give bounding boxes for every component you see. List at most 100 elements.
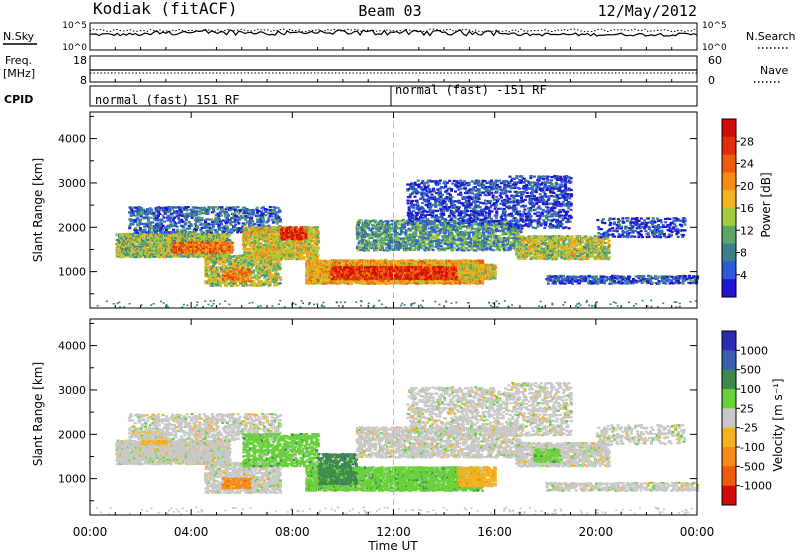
heatmap-cell — [127, 255, 131, 258]
heatmap-cell — [189, 241, 193, 244]
heatmap-cell — [179, 253, 183, 256]
heatmap-cell — [213, 228, 217, 232]
heatmap-cell — [187, 224, 191, 228]
heatmap-cell — [190, 224, 194, 227]
heatmap-cell — [244, 280, 248, 283]
heatmap-cell — [214, 218, 218, 221]
heatmap-cell — [226, 249, 229, 252]
heatmap-cell — [191, 206, 195, 209]
heatmap-cell — [164, 229, 168, 232]
heatmap-cell — [152, 212, 156, 215]
heatmap-cell — [160, 227, 164, 230]
heatmap-cell — [211, 206, 215, 210]
heatmap-cell — [277, 265, 281, 268]
heatmap-cell — [221, 229, 225, 232]
heatmap-cell — [202, 237, 206, 240]
heatmap-cell — [172, 228, 175, 231]
noise-panel-frame — [89, 22, 698, 51]
heatmap-cell — [278, 267, 282, 270]
heatmap-cell — [237, 222, 241, 225]
heatmap-cell — [127, 237, 131, 240]
heatmap-cell — [157, 252, 161, 255]
heatmap-cell — [147, 229, 151, 232]
heatmap-cell — [145, 208, 149, 211]
heatmap-cell — [134, 249, 138, 252]
heatmap-cell — [137, 224, 141, 227]
heatmap-cell — [141, 235, 145, 238]
heatmap-cell — [177, 214, 181, 217]
heatmap-cell — [175, 225, 179, 228]
heatmap-cell — [194, 214, 198, 217]
heatmap-cell — [232, 227, 236, 230]
heatmap-cell — [170, 206, 174, 209]
heatmap-cell — [252, 280, 256, 283]
heatmap-cell — [225, 220, 229, 223]
heatmap-cell — [169, 220, 173, 223]
heatmap-cell — [310, 274, 314, 277]
heatmap-cell — [150, 208, 153, 211]
heatmap-cell — [156, 226, 160, 229]
heatmap-cell — [157, 225, 161, 228]
heatmap-cell — [207, 225, 211, 228]
heatmap-cell — [144, 252, 148, 256]
heatmap-cell — [192, 210, 196, 213]
heatmap-cell — [171, 218, 175, 221]
heatmap-cell — [248, 280, 252, 283]
heatmap-cell — [130, 220, 134, 223]
heatmap-cell — [217, 218, 221, 221]
heatmap-cell — [233, 225, 237, 228]
heatmap-cell — [149, 221, 153, 224]
heatmap-cell — [154, 223, 158, 226]
heatmap-cell — [138, 232, 142, 235]
heatmap-cell — [184, 206, 188, 209]
heatmap-cell — [229, 206, 233, 210]
heatmap-cell — [392, 259, 396, 262]
heatmap-cell — [168, 218, 172, 221]
heatmap-cell — [233, 220, 237, 224]
heatmap-cell — [159, 229, 163, 232]
heatmap-cell — [151, 211, 155, 214]
heatmap-cell — [160, 219, 164, 222]
heatmap-cell — [278, 276, 282, 279]
heatmap-cell — [248, 274, 252, 277]
heatmap-cell — [138, 221, 142, 224]
heatmap-cell — [316, 236, 320, 239]
heatmap-cell — [151, 226, 155, 229]
freq-panel-frame — [89, 55, 698, 83]
heatmap-cell — [207, 222, 211, 225]
heatmap-cell — [209, 251, 212, 254]
heatmap-cell — [173, 239, 177, 242]
heatmap-cell — [182, 220, 185, 224]
heatmap-cell — [197, 238, 201, 241]
cpid-label: CPID — [4, 93, 33, 106]
heatmap-cell — [158, 256, 162, 259]
heatmap-cell — [202, 243, 206, 246]
heatmap-cell — [252, 210, 256, 213]
heatmap-cell — [158, 209, 162, 212]
heatmap-cell — [216, 212, 220, 215]
heatmap-cell — [161, 209, 165, 212]
heatmap-cell — [204, 220, 208, 224]
heatmap-cell — [210, 223, 213, 226]
heatmap-cell — [257, 258, 261, 261]
heatmap-cell — [174, 251, 178, 254]
heatmap-cell — [271, 221, 275, 224]
heatmap-cell — [222, 230, 226, 233]
heatmap-cell — [236, 227, 240, 230]
heatmap-cell — [151, 253, 155, 256]
heatmap-cell — [153, 239, 157, 242]
heatmap-cell — [236, 220, 240, 223]
heatmap-cell — [146, 219, 150, 222]
heatmap-cell — [136, 206, 139, 209]
heatmap-cell — [169, 225, 173, 228]
heatmap-cell — [217, 243, 221, 247]
heatmap-cell — [223, 245, 227, 249]
heatmap-cell — [145, 214, 149, 217]
heatmap-cell — [200, 253, 204, 256]
heatmap-cell — [256, 220, 260, 223]
heatmap-cell — [301, 255, 305, 259]
heatmap-cell — [219, 284, 222, 288]
heatmap-cell — [154, 210, 158, 213]
heatmap-cell — [209, 245, 213, 248]
heatmap-cell — [196, 256, 200, 259]
